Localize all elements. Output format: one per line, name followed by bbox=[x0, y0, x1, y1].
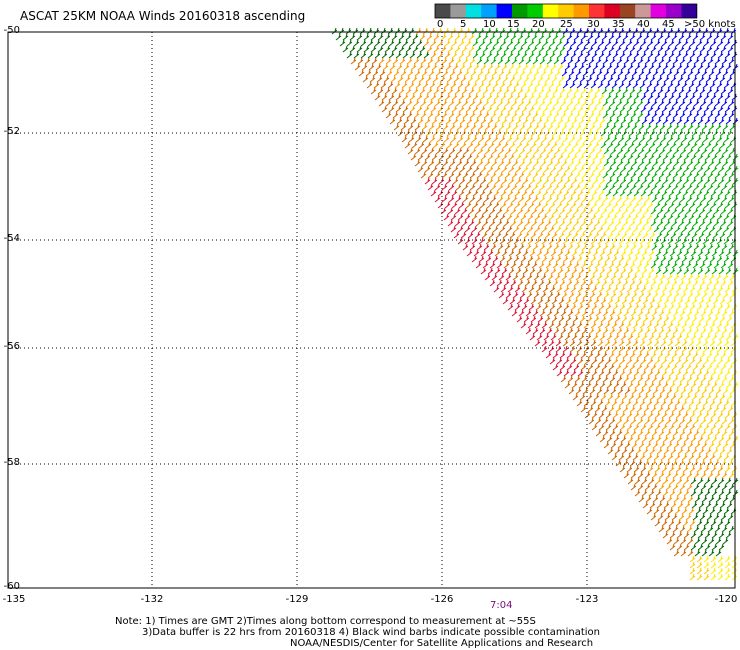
legend-swatch bbox=[573, 4, 590, 18]
wind-barb-group bbox=[350, 57, 694, 557]
wind-speed-legend bbox=[434, 3, 698, 19]
longitude-label: -135 bbox=[2, 594, 26, 605]
legend-swatch bbox=[589, 4, 605, 18]
note-line-1: Note: 1) Times are GMT 2)Times along bot… bbox=[115, 616, 536, 627]
legend-swatch bbox=[635, 4, 651, 18]
legend-tick-label: 40 bbox=[637, 19, 650, 30]
note-line-3: NOAA/NESDIS/Center for Satellite Applica… bbox=[290, 638, 594, 649]
legend-tick-label: 20 bbox=[532, 19, 545, 30]
legend-swatch bbox=[481, 4, 497, 18]
latitude-label: -58 bbox=[3, 457, 20, 468]
legend-tick-label: 25 bbox=[560, 19, 573, 30]
legend-swatch bbox=[681, 4, 698, 18]
longitude-label: -120 bbox=[714, 594, 738, 605]
legend-swatch bbox=[650, 4, 667, 18]
longitude-label: -123 bbox=[575, 594, 599, 605]
latitude-label: -50 bbox=[3, 25, 20, 36]
measurement-time-label: 7:04 bbox=[490, 600, 513, 611]
legend-tick-label: 35 bbox=[612, 19, 625, 30]
legend-tick-label: 15 bbox=[507, 19, 520, 30]
legend-swatch bbox=[604, 4, 621, 18]
legend-swatch bbox=[527, 4, 544, 18]
legend-tick-label: 10 bbox=[483, 19, 496, 30]
wind-barb-group bbox=[424, 177, 584, 377]
latitude-label: -56 bbox=[3, 341, 20, 352]
legend-swatch bbox=[435, 4, 451, 18]
legend-swatch bbox=[558, 4, 574, 18]
note-line-2: 3)Data buffer is 22 hrs from 20160318 4)… bbox=[142, 627, 600, 638]
map-grid bbox=[8, 32, 735, 588]
latitude-label: -54 bbox=[3, 233, 20, 244]
map-frame bbox=[7, 31, 736, 589]
longitude-label: -129 bbox=[285, 594, 309, 605]
longitude-label: -126 bbox=[430, 594, 454, 605]
legend-tick-label: 5 bbox=[460, 19, 467, 30]
latitude-label: -60 bbox=[3, 581, 20, 592]
legend-tick-label: 30 bbox=[587, 19, 600, 30]
legend-swatch bbox=[496, 4, 513, 18]
legend-swatch bbox=[666, 4, 682, 18]
wind-barb-group bbox=[508, 63, 739, 581]
legend-tick-label: >50 knots bbox=[684, 19, 736, 30]
map-title: ASCAT 25KM NOAA Winds 20160318 ascending bbox=[20, 9, 306, 23]
legend-swatch bbox=[465, 4, 482, 18]
wind-barb-swath bbox=[331, 27, 739, 581]
legend-swatch bbox=[450, 4, 467, 18]
legend-swatch bbox=[512, 4, 528, 18]
latitude-label: -52 bbox=[3, 126, 20, 137]
legend-swatch bbox=[619, 4, 636, 18]
longitude-label: -132 bbox=[140, 594, 164, 605]
legend-swatch bbox=[542, 4, 559, 18]
legend-tick-label: 45 bbox=[662, 19, 675, 30]
legend-tick-label: 0 bbox=[437, 19, 444, 30]
